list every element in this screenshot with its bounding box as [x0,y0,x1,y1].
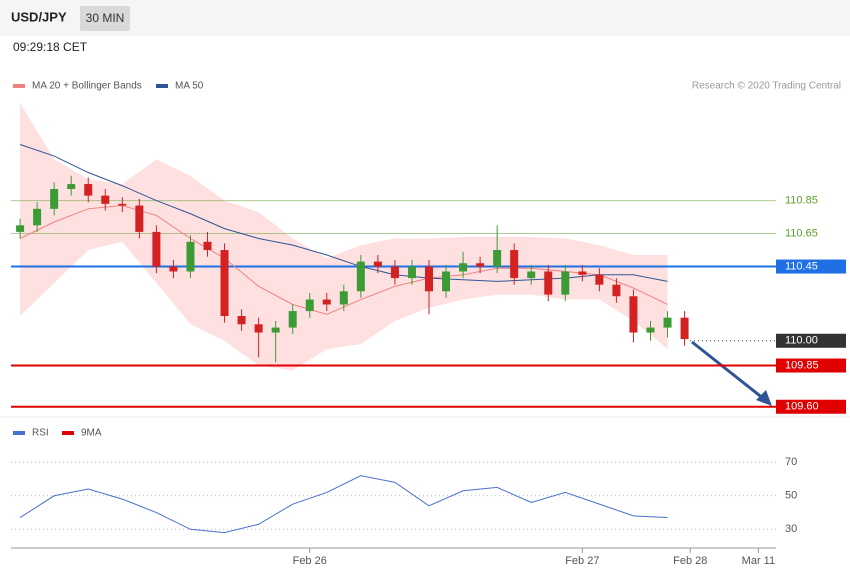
candle-body [442,271,451,292]
level-label: 110.45 [785,260,818,272]
y-tick-label: 70 [785,456,797,468]
candle-body [288,311,297,328]
candle-body [356,261,365,292]
x-tick-label: Mar 11 [742,555,775,567]
candle-body [646,327,655,333]
symbol: USD/JPY [11,9,67,24]
candle-body [339,291,348,305]
candle-body [135,205,144,232]
candle-body [203,241,212,251]
time: 09:29:18 CET [13,40,88,54]
candle-body [493,250,502,267]
level-label: 109.60 [785,401,819,413]
candle-body [33,208,42,226]
x-tick-label: Feb 28 [673,555,707,567]
candle-body [407,266,416,279]
level-box [776,358,846,373]
candle-body [67,184,76,190]
candle-body [169,266,178,272]
legend-label: RSI [32,428,49,439]
x-tick-label: Feb 27 [565,555,599,567]
level-label: 110.65 [785,227,818,239]
candle-body [50,189,59,209]
candle-body [254,324,263,333]
legend-label: 9MA [81,428,102,439]
candle-body [612,284,621,297]
bollinger-band [20,103,668,371]
level-label: 110.00 [785,335,818,347]
candle-body [527,271,536,279]
level-box [776,333,846,348]
legend-swatch [13,84,25,88]
legend-swatch [62,431,74,435]
arrow [691,340,765,401]
arrow-head [756,390,772,406]
legend-label: MA 50 [175,81,204,92]
candle-body [629,296,638,333]
candle-body [595,274,604,285]
candle-body [152,231,161,267]
candle-body [16,225,25,232]
legend-label: MA 20 + Bollinger Bands [32,81,142,92]
candle-body [459,263,468,272]
candle-body [544,271,553,295]
candle-body [510,250,519,279]
ma-50 [19,144,668,282]
candle-body [101,195,110,204]
candle-body [322,299,331,305]
candle-body [220,250,229,317]
level-box [776,399,846,414]
candle-body [271,327,280,333]
credit: Research © 2020 Trading Central [692,81,841,92]
candle-body [680,317,689,340]
candle-body [186,241,195,272]
level-box [776,259,846,274]
candle-body [84,184,93,196]
rsi-line [19,475,668,534]
interval: 30 MIN [86,11,125,25]
candle-body [390,266,399,279]
candle-body [118,203,127,206]
y-tick-label: 50 [785,490,797,502]
level-label: 109.85 [785,359,819,371]
header-bar [0,0,850,36]
interval-box [80,6,130,31]
x-tick-label: Feb 26 [293,555,327,567]
y-tick-label: 30 [785,523,797,535]
candle-body [476,263,485,267]
candle-body [305,299,314,312]
candle-body [237,316,246,325]
legend-swatch [156,84,168,88]
level-label: 110.85 [785,194,818,206]
candle-body [424,266,433,292]
candle-body [663,317,672,328]
candle-body [373,261,382,267]
candle-body [578,271,587,275]
legend-swatch [13,431,25,435]
candle-body [561,271,570,295]
